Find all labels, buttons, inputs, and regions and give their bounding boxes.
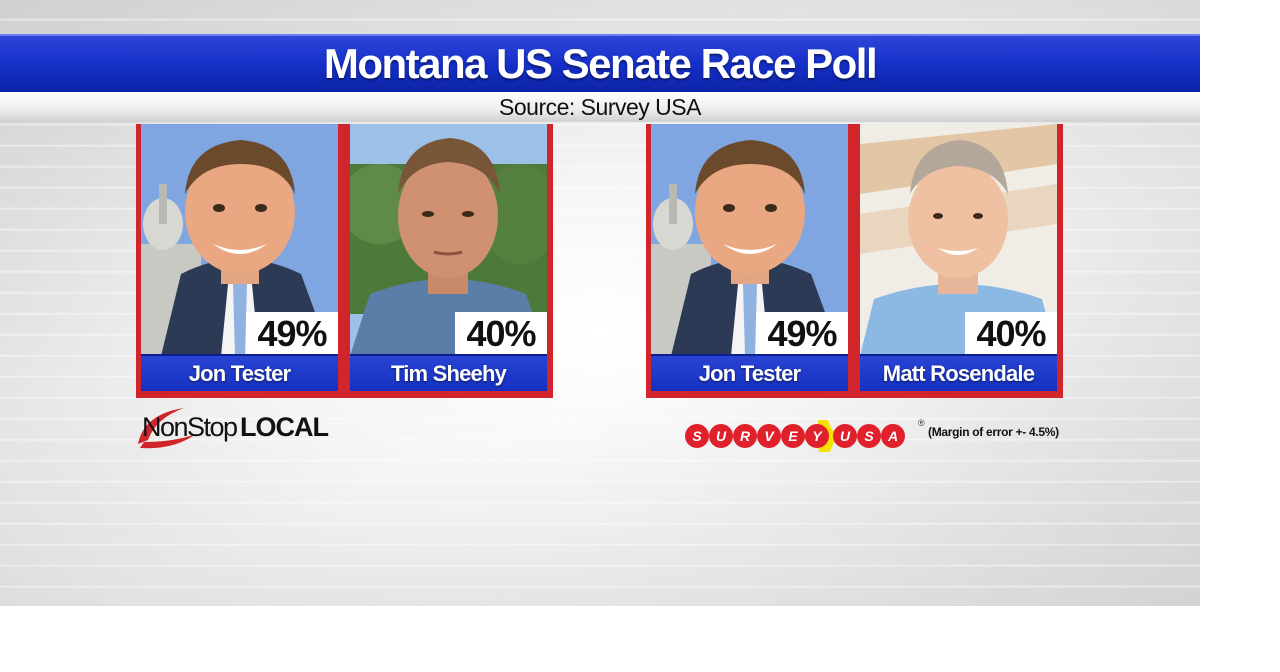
source-label: Source: Survey USA (499, 93, 701, 120)
source-bar: Source: Survey USA (0, 92, 1200, 122)
surveyusa-letter-8: A (881, 424, 905, 448)
candidate-name: Matt Rosendale (860, 354, 1057, 391)
candidate-card: 40% Matt Rosendale (860, 124, 1057, 391)
surveyusa-letter-6: U (833, 424, 857, 448)
svg-text:S: S (864, 428, 874, 444)
percentage-badge: 40% (455, 312, 547, 356)
surveyusa-letter-7: S (857, 424, 881, 448)
svg-text:U: U (840, 428, 851, 444)
surveyusa-letter-5: Y (805, 424, 829, 448)
svg-text:R: R (740, 428, 751, 444)
title-bar: Montana US Senate Race Poll (0, 34, 1200, 94)
percentage-badge: 49% (756, 312, 848, 356)
poll-graphic: Montana US Senate Race Poll Source: Surv… (0, 0, 1200, 606)
percentage-badge: 40% (965, 312, 1057, 356)
margin-of-error: (Margin of error +- 4.5%) (928, 425, 1059, 439)
candidate-card: 49% Jon Tester (651, 124, 848, 391)
svg-text:Y: Y (812, 428, 823, 444)
candidate-name: Jon Tester (141, 354, 338, 391)
svg-text:V: V (764, 428, 775, 444)
surveyusa-letter-1: U (709, 424, 733, 448)
svg-text:E: E (788, 428, 798, 444)
surveyusa-letter-2: R (733, 424, 757, 448)
svg-text:U: U (716, 428, 727, 444)
candidate-card: 40% Tim Sheehy (350, 124, 547, 391)
logo-text-local: LOCAL (240, 412, 329, 442)
matchup-tester-sheehy: 49% Jon Tester 40% Tim Sheehy (136, 124, 553, 398)
svg-text:A: A (887, 428, 898, 444)
swoosh-icon (138, 408, 196, 449)
matchup-tester-rosendale: 49% Jon Tester 40% Matt Rosendale (646, 124, 1063, 398)
registered-mark: ® (918, 418, 925, 428)
candidate-name: Tim Sheehy (350, 354, 547, 391)
logo-text-nonstop: NonStop (142, 412, 238, 442)
surveyusa-letter-3: V (757, 424, 781, 448)
surveyusa-letter-0: S (685, 424, 709, 448)
portrait-sheehy-icon (350, 124, 547, 356)
candidate-name: Jon Tester (651, 354, 848, 391)
candidate-card: 49% Jon Tester (141, 124, 338, 391)
page-title: Montana US Senate Race Poll (323, 40, 878, 87)
surveyusa-letter-4: E (781, 424, 805, 448)
percentage-badge: 49% (246, 312, 338, 356)
nonstop-local-logo: NonStop LOCAL (134, 404, 344, 452)
svg-text:S: S (692, 428, 702, 444)
